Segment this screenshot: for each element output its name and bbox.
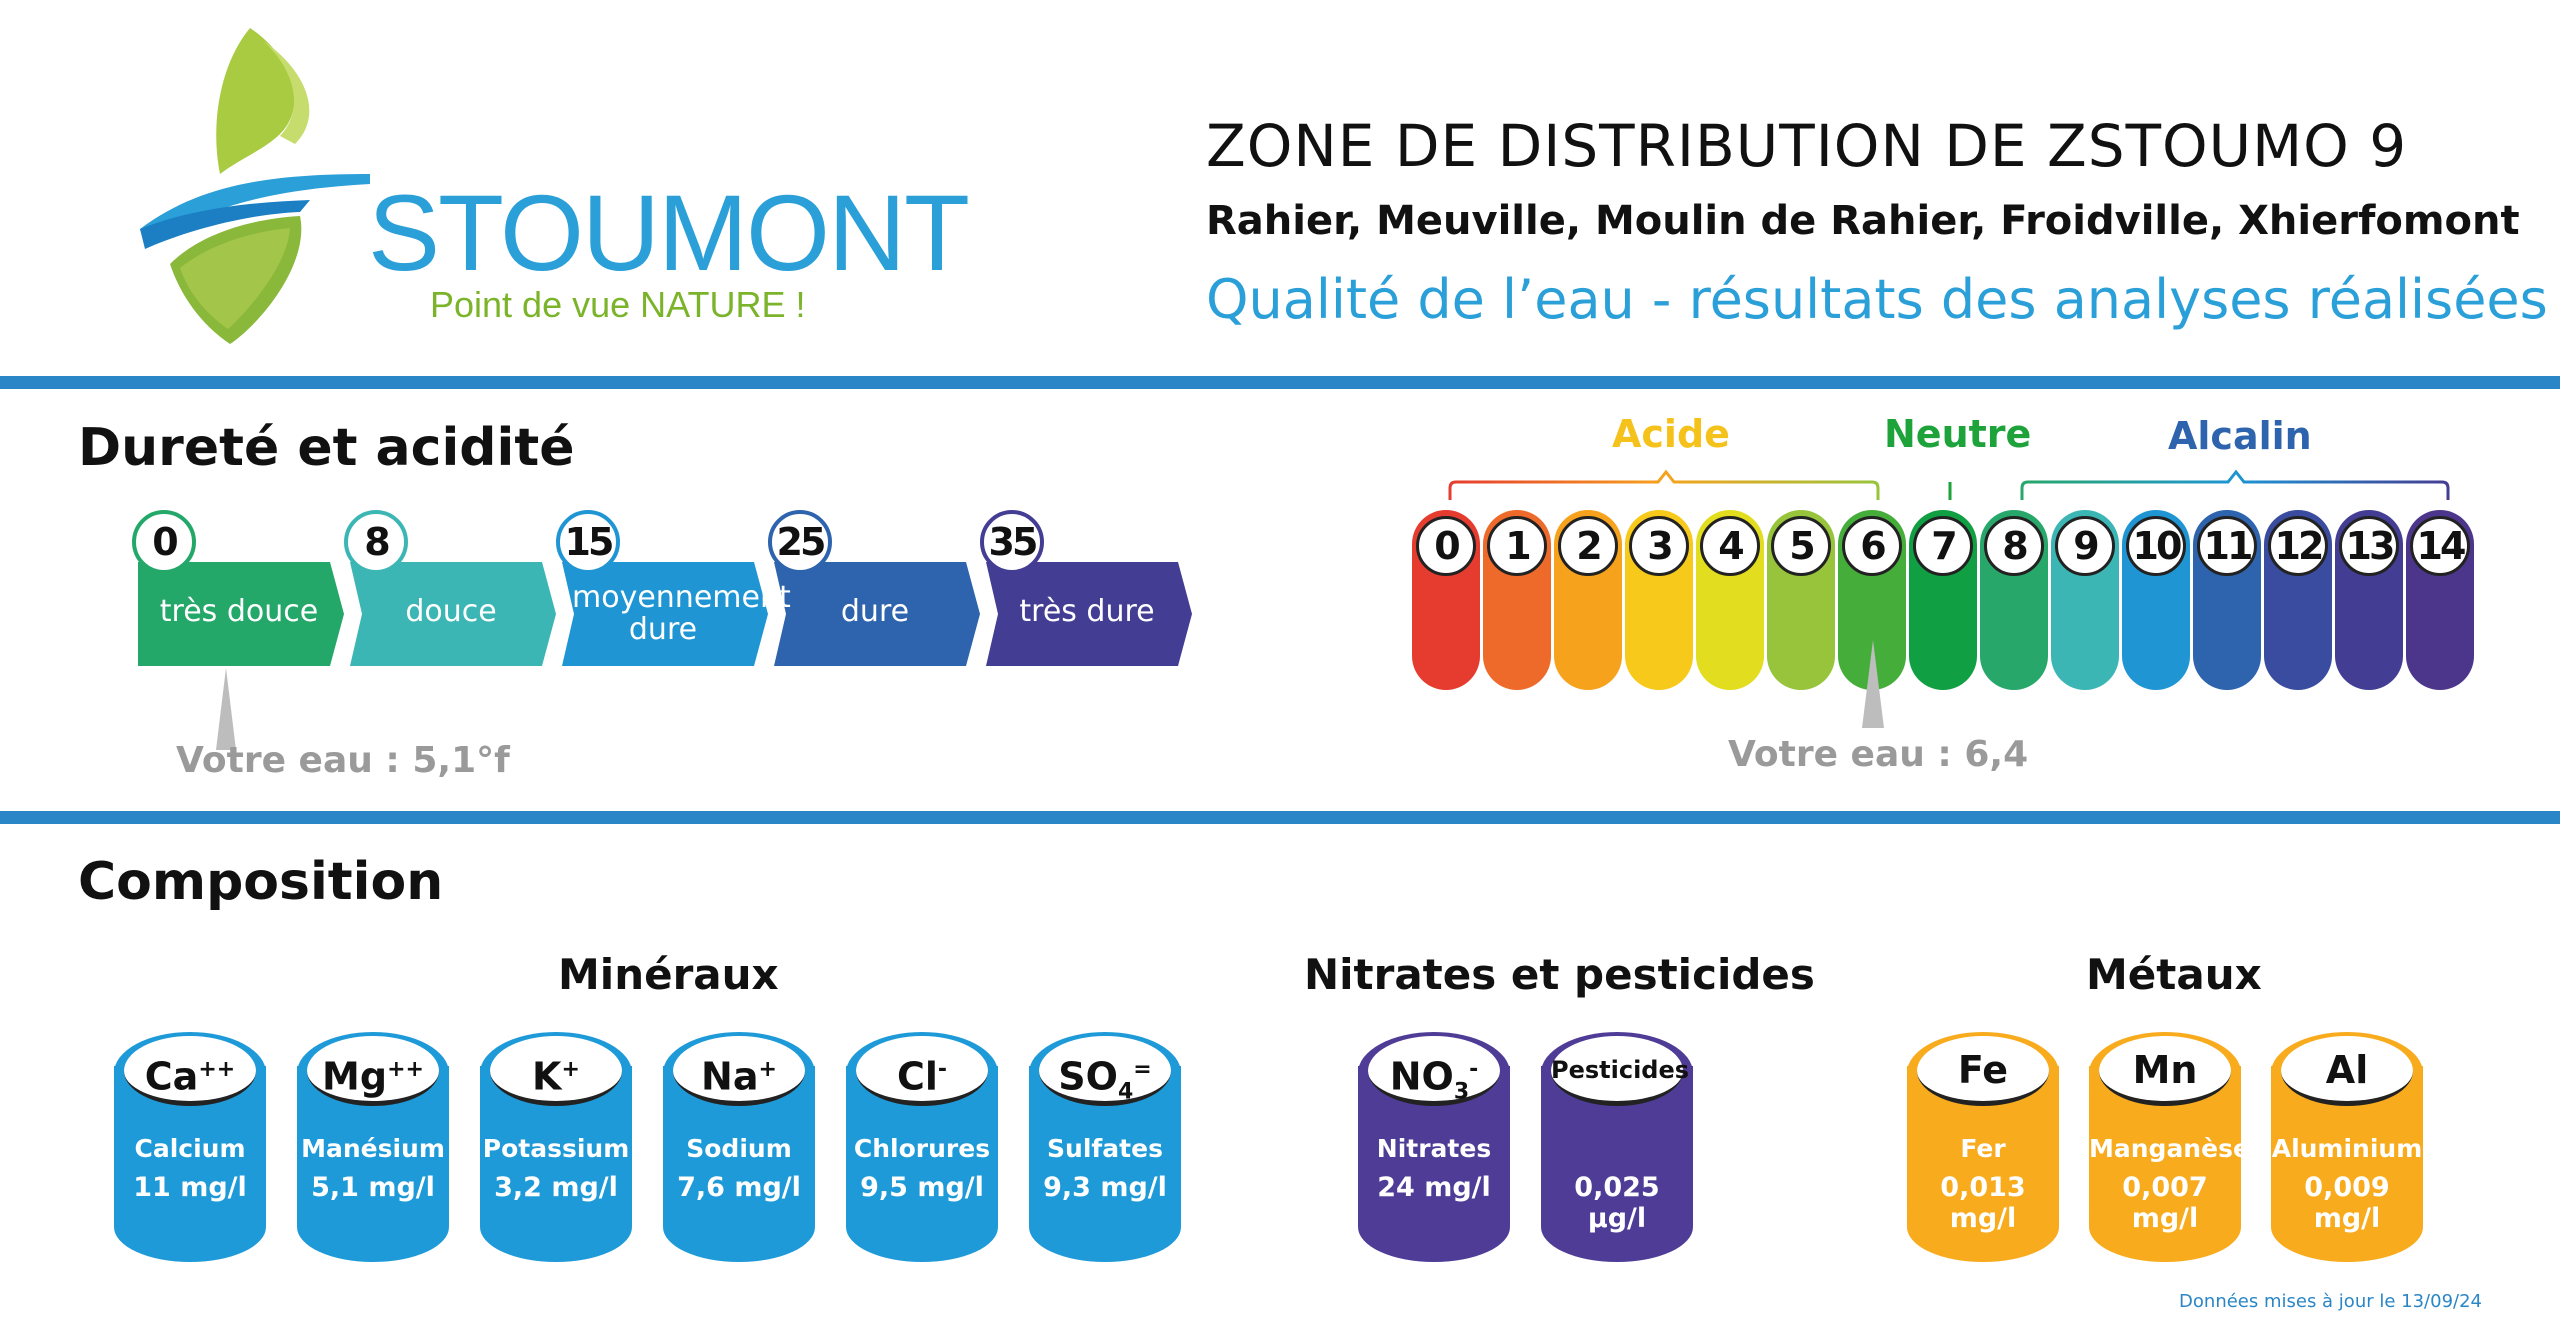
element-value: 24 mg/l <box>1377 1172 1491 1203</box>
element-cylinder: Pesticides 0,025 µg/l <box>1541 1032 1693 1262</box>
hardness-segment <box>138 562 344 666</box>
element-symbol: Pesticides <box>1551 1036 1689 1106</box>
hardness-label: très dure <box>1019 594 1155 629</box>
element-value: 7,6 mg/l <box>677 1172 801 1203</box>
element-cylinder: Na+ Sodium 7,6 mg/l <box>663 1032 815 1262</box>
ph-value: 9 <box>2055 516 2115 576</box>
update-date: Données mises à jour le 13/09/24 <box>2179 1291 2482 1312</box>
element-symbol: Mn <box>2099 1036 2231 1106</box>
element-value: 9,3 mg/l <box>1043 1172 1167 1203</box>
ph-scale: 0 1 2 3 4 5 6 7 8 9 10 11 12 13 14 <box>1412 510 2492 710</box>
ph-value: 5 <box>1771 516 1831 576</box>
ph-category-acide: Acide <box>1612 412 1730 456</box>
element-name: Aluminium <box>2271 1134 2423 1163</box>
ph-value: 14 <box>2410 516 2470 576</box>
element-cylinder: NO3- Nitrates 24 mg/l <box>1358 1032 1510 1262</box>
element-name: Chlorures <box>853 1134 991 1163</box>
hardness-threshold: 15 <box>556 510 620 574</box>
ph-value: 13 <box>2339 516 2399 576</box>
ph-your-value: Votre eau : 6,4 <box>1728 734 2029 775</box>
element-value: 0,007 mg/l <box>2122 1172 2208 1234</box>
ph-value: 12 <box>2268 516 2328 576</box>
element-cylinder: SO4= Sulfates 9,3 mg/l <box>1029 1032 1181 1262</box>
hardness-segment <box>986 562 1192 666</box>
ph-value: 3 <box>1629 516 1689 576</box>
hardness-segment <box>562 562 768 666</box>
quality-subtitle: Qualité de l’eau - résultats des analyse… <box>1206 268 2548 331</box>
ph-value: 11 <box>2197 516 2257 576</box>
element-cylinder: Fe Fer 0,013 mg/l <box>1907 1032 2059 1262</box>
element-cylinder: Cl- Chlorures 9,5 mg/l <box>846 1032 998 1262</box>
stoumont-logo-icon <box>140 28 370 344</box>
hardness-threshold: 0 <box>132 510 196 574</box>
element-name: Nitrates <box>1376 1134 1492 1163</box>
ph-brackets <box>1448 469 2450 500</box>
element-symbol: Mg++ <box>307 1036 439 1106</box>
villages-list: Rahier, Meuville, Moulin de Rahier, Froi… <box>1206 198 2520 244</box>
hardness-label: dure <box>840 594 910 629</box>
element-cylinder: Ca++ Calcium 11 mg/l <box>114 1032 266 1262</box>
hardness-label: très douce <box>159 594 319 629</box>
element-symbol: SO4= <box>1039 1036 1171 1106</box>
element-cylinder: Mg++ Manésium 5,1 mg/l <box>297 1032 449 1262</box>
element-name: Sulfates <box>1047 1134 1163 1163</box>
element-name: Fer <box>1960 1134 2006 1163</box>
element-cylinder: K+ Potassium 3,2 mg/l <box>480 1032 632 1262</box>
hardness-threshold: 35 <box>980 510 1044 574</box>
hardness-pointer-icon <box>216 668 236 750</box>
element-name: Sodium <box>686 1134 792 1163</box>
hardness-segment <box>350 562 556 666</box>
element-value: 0,009 mg/l <box>2304 1172 2390 1234</box>
ph-value: 10 <box>2126 516 2186 576</box>
brand-name: STOUMONT <box>368 172 970 293</box>
element-cylinder: Al Aluminium 0,009 mg/l <box>2271 1032 2423 1262</box>
element-symbol: NO3- <box>1368 1036 1500 1106</box>
element-name: Potassium <box>482 1134 630 1163</box>
element-value: 9,5 mg/l <box>860 1172 984 1203</box>
group-title-mineraux: Minéraux <box>558 950 779 999</box>
section-title-durete: Dureté et acidité <box>78 418 575 478</box>
ph-value: 6 <box>1842 516 1902 576</box>
element-name: Manganèse <box>2089 1134 2250 1163</box>
ph-value: 2 <box>1558 516 1618 576</box>
element-cylinder: Mn Manganèse 0,007 mg/l <box>2089 1032 2250 1262</box>
ph-value: 0 <box>1416 516 1476 576</box>
element-value: 5,1 mg/l <box>311 1172 435 1203</box>
group-title-nitrates: Nitrates et pesticides <box>1304 950 1815 999</box>
element-value: 3,2 mg/l <box>494 1172 618 1203</box>
ph-value: 1 <box>1487 516 1547 576</box>
section-title-composition: Composition <box>78 852 444 912</box>
element-value: 0,013 mg/l <box>1940 1172 2026 1234</box>
ph-category-alcalin: Alcalin <box>2168 414 2312 458</box>
hardness-scale: 0 très douce 8 douce 15 moyennement dure 25 dur… <box>0 0 1300 820</box>
element-name: Manésium <box>301 1134 445 1163</box>
ph-value: 7 <box>1913 516 1973 576</box>
hardness-threshold: 8 <box>344 510 408 574</box>
element-value: 0,025 µg/l <box>1574 1172 1660 1234</box>
divider-top <box>0 376 2560 389</box>
element-symbol: Na+ <box>673 1036 805 1106</box>
element-symbol: Al <box>2281 1036 2413 1106</box>
hardness-threshold: 25 <box>768 510 832 574</box>
element-symbol: Fe <box>1917 1036 2049 1106</box>
element-symbol: Ca++ <box>124 1036 256 1106</box>
hardness-label: douce <box>405 594 497 629</box>
ph-category-neutre: Neutre <box>1884 412 2032 456</box>
zone-title: ZONE DE DISTRIBUTION DE ZSTOUMO 9 <box>1206 112 2408 180</box>
group-title-metaux: Métaux <box>2086 950 2262 999</box>
element-symbol: K+ <box>490 1036 622 1106</box>
ph-value: 4 <box>1700 516 1760 576</box>
hardness-segment <box>774 562 980 666</box>
hardness-your-value: Votre eau : 5,1°f <box>176 740 510 781</box>
element-name: Calcium <box>134 1134 246 1163</box>
ph-value: 8 <box>1984 516 2044 576</box>
brand-slogan: Point de vue NATURE ! <box>430 284 806 325</box>
divider-middle <box>0 811 2560 824</box>
ph-pointer-icon <box>1862 640 1884 728</box>
element-value: 11 mg/l <box>133 1172 247 1203</box>
hardness-label: moyennement dure <box>572 580 791 647</box>
element-symbol: Cl- <box>856 1036 988 1106</box>
